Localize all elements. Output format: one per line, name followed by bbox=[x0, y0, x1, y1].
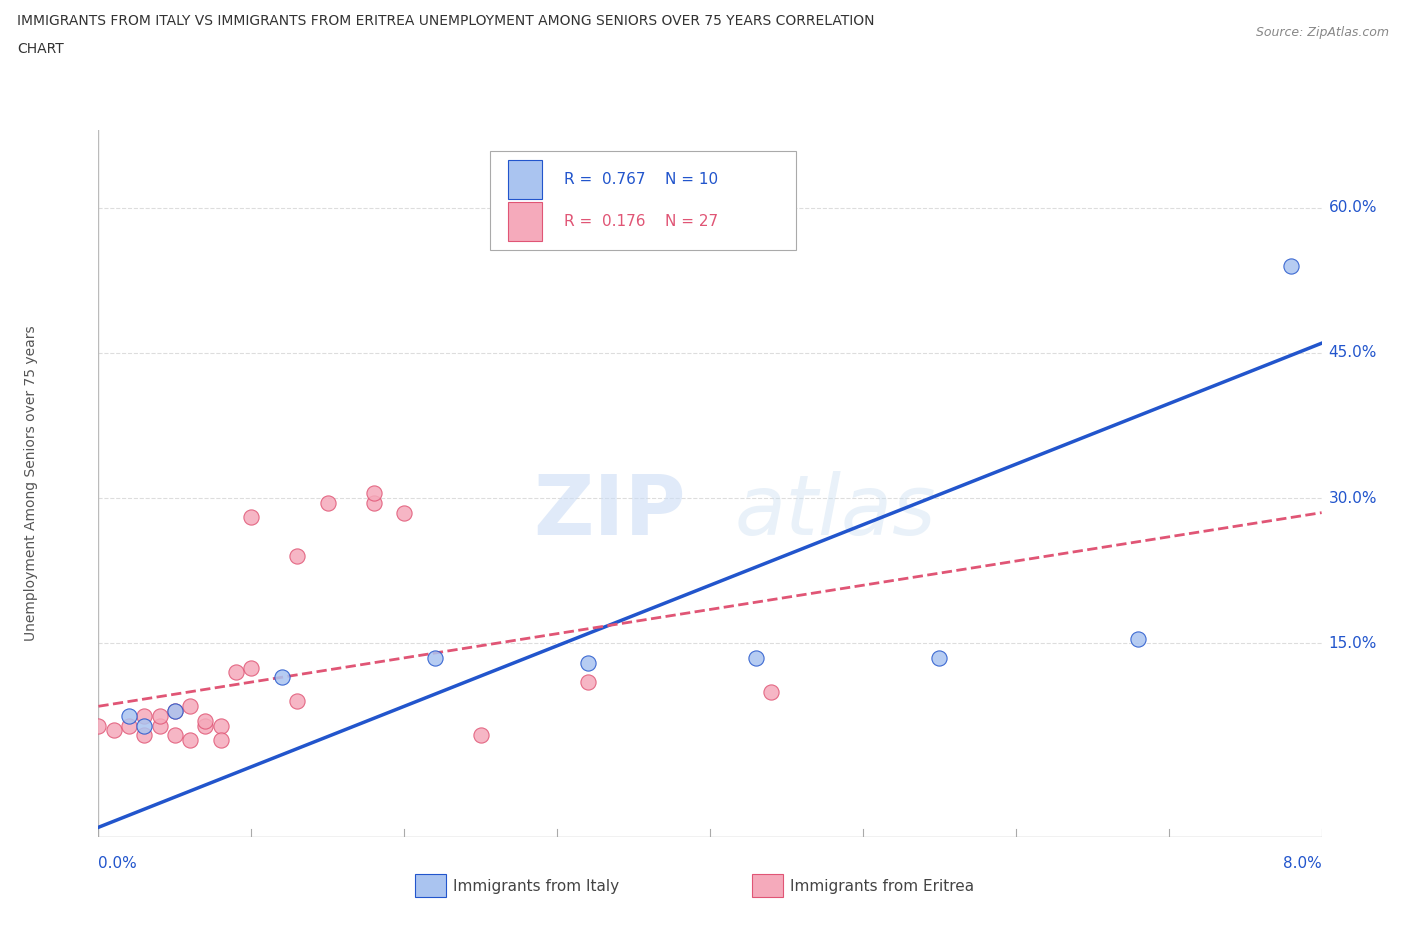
Text: Immigrants from Italy: Immigrants from Italy bbox=[453, 879, 619, 894]
Point bbox=[118, 709, 141, 724]
Text: 8.0%: 8.0% bbox=[1282, 856, 1322, 870]
Point bbox=[118, 718, 141, 733]
Point bbox=[423, 650, 446, 665]
Point bbox=[209, 733, 232, 748]
Text: IMMIGRANTS FROM ITALY VS IMMIGRANTS FROM ERITREA UNEMPLOYMENT AMONG SENIORS OVER: IMMIGRANTS FROM ITALY VS IMMIGRANTS FROM… bbox=[17, 14, 875, 28]
Text: Immigrants from Eritrea: Immigrants from Eritrea bbox=[790, 879, 974, 894]
Text: atlas: atlas bbox=[734, 472, 936, 552]
Point bbox=[316, 496, 339, 511]
Point bbox=[225, 665, 247, 680]
Point bbox=[163, 704, 186, 719]
Point bbox=[240, 510, 263, 525]
Text: 15.0%: 15.0% bbox=[1329, 636, 1376, 651]
Point bbox=[928, 650, 950, 665]
Point bbox=[134, 709, 156, 724]
FancyBboxPatch shape bbox=[489, 152, 796, 250]
Point bbox=[179, 698, 201, 713]
Point bbox=[163, 728, 186, 743]
Point bbox=[270, 670, 294, 684]
Point bbox=[576, 656, 599, 671]
Point bbox=[149, 718, 172, 733]
Text: CHART: CHART bbox=[17, 42, 63, 56]
Point bbox=[240, 660, 263, 675]
Point bbox=[576, 674, 599, 689]
Point bbox=[163, 704, 186, 719]
Bar bbox=[508, 203, 543, 241]
Text: Unemployment Among Seniors over 75 years: Unemployment Among Seniors over 75 years bbox=[24, 326, 38, 642]
Point bbox=[363, 496, 385, 511]
Text: ZIP: ZIP bbox=[533, 472, 686, 552]
Point bbox=[285, 694, 308, 709]
Point bbox=[194, 713, 217, 728]
Text: 45.0%: 45.0% bbox=[1329, 345, 1376, 361]
Point bbox=[194, 718, 217, 733]
Point bbox=[745, 650, 768, 665]
Text: 30.0%: 30.0% bbox=[1329, 491, 1376, 506]
Point bbox=[149, 709, 172, 724]
Point bbox=[1279, 259, 1302, 273]
Text: Source: ZipAtlas.com: Source: ZipAtlas.com bbox=[1256, 26, 1389, 39]
Point bbox=[1128, 631, 1150, 646]
Point bbox=[392, 505, 416, 520]
Point bbox=[209, 718, 232, 733]
Point bbox=[285, 549, 308, 564]
Point bbox=[103, 723, 125, 737]
Point bbox=[759, 684, 782, 699]
Bar bbox=[508, 160, 543, 199]
Text: R =  0.767    N = 10: R = 0.767 N = 10 bbox=[564, 172, 718, 187]
Text: 60.0%: 60.0% bbox=[1329, 200, 1376, 215]
Point bbox=[470, 728, 492, 743]
Point bbox=[134, 718, 156, 733]
Point bbox=[87, 718, 110, 733]
Point bbox=[179, 733, 201, 748]
Point bbox=[363, 485, 385, 500]
Point bbox=[134, 728, 156, 743]
Text: R =  0.176    N = 27: R = 0.176 N = 27 bbox=[564, 214, 718, 229]
Text: 0.0%: 0.0% bbox=[98, 856, 138, 870]
